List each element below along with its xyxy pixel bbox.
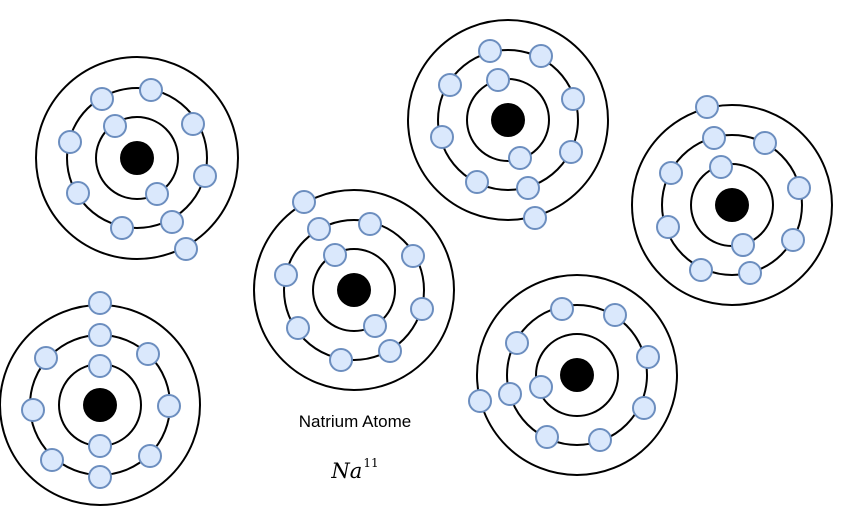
electron — [358, 212, 382, 236]
electron — [505, 331, 529, 355]
electron — [656, 215, 680, 239]
electron — [103, 114, 127, 138]
electron — [636, 345, 660, 369]
electron — [523, 206, 547, 230]
electron — [731, 233, 755, 257]
electron — [410, 297, 434, 321]
electron-shell-2 — [661, 134, 803, 276]
electron — [157, 394, 181, 418]
electron — [561, 87, 585, 111]
electron — [709, 155, 733, 179]
electron-shell-1 — [95, 116, 179, 200]
electron — [753, 131, 777, 155]
electron — [787, 176, 811, 200]
electron — [307, 217, 331, 241]
electron — [559, 140, 583, 164]
electron-shell-3 — [35, 56, 239, 260]
electron-shell-1 — [312, 248, 396, 332]
electron-shell-2 — [283, 219, 425, 361]
electron — [66, 181, 90, 205]
nucleus — [491, 103, 525, 137]
electron — [659, 161, 683, 185]
electron — [40, 448, 64, 472]
electron — [529, 44, 553, 68]
electron — [292, 190, 316, 214]
electron — [136, 342, 160, 366]
electron — [58, 130, 82, 154]
electron — [90, 87, 114, 111]
electron — [498, 382, 522, 406]
electron — [363, 314, 387, 338]
electron — [401, 244, 425, 268]
electron — [529, 375, 553, 399]
electron — [430, 125, 454, 149]
electron — [468, 389, 492, 413]
electron — [88, 434, 112, 458]
electron — [181, 112, 205, 136]
electron-shell-2 — [437, 49, 579, 191]
electron — [738, 261, 762, 285]
nucleus — [715, 188, 749, 222]
electron-shell-2 — [66, 87, 208, 229]
electron-shell-2 — [506, 304, 648, 446]
electron — [329, 348, 353, 372]
electron — [174, 237, 198, 261]
atom-5 — [0, 291, 201, 506]
electron-shell-1 — [535, 333, 619, 417]
atom-4 — [253, 189, 455, 391]
electron — [110, 216, 134, 240]
electron — [689, 258, 713, 282]
electron — [550, 297, 574, 321]
electron — [88, 354, 112, 378]
electron — [139, 78, 163, 102]
electron-shell-3 — [407, 19, 609, 221]
electron — [508, 146, 532, 170]
formula-superscript: 11 — [363, 456, 379, 470]
electron — [486, 68, 510, 92]
electron-shell-3 — [253, 189, 455, 391]
electron — [138, 444, 162, 468]
electron — [88, 465, 112, 489]
electron — [516, 176, 540, 200]
formula-label: Na11 — [255, 456, 455, 483]
nucleus — [120, 141, 154, 175]
atom-6 — [468, 274, 678, 476]
caption-label: Natrium Atome — [298, 412, 412, 431]
electron — [274, 263, 298, 287]
atom-2 — [407, 19, 609, 230]
electron — [88, 323, 112, 347]
formula-symbol: Na — [331, 459, 363, 483]
electron — [603, 303, 627, 327]
nucleus — [337, 273, 371, 307]
electron — [286, 316, 310, 340]
electron — [781, 228, 805, 252]
electron — [160, 210, 184, 234]
electron-shell-3 — [476, 274, 678, 476]
electron-shell-3 — [631, 104, 833, 306]
electron — [323, 243, 347, 267]
electron — [193, 164, 217, 188]
electron — [632, 396, 656, 420]
electron — [145, 182, 169, 206]
electron — [378, 339, 402, 363]
atom-1 — [35, 56, 239, 261]
electron — [88, 291, 112, 315]
electron — [438, 73, 462, 97]
electron — [21, 398, 45, 422]
electron — [34, 346, 58, 370]
nucleus — [83, 388, 117, 422]
electron — [478, 39, 502, 63]
electron — [465, 170, 489, 194]
electron — [702, 126, 726, 150]
electron — [695, 95, 719, 119]
electron — [535, 425, 559, 449]
atom-3 — [631, 95, 833, 306]
nucleus — [560, 358, 594, 392]
electron — [588, 428, 612, 452]
